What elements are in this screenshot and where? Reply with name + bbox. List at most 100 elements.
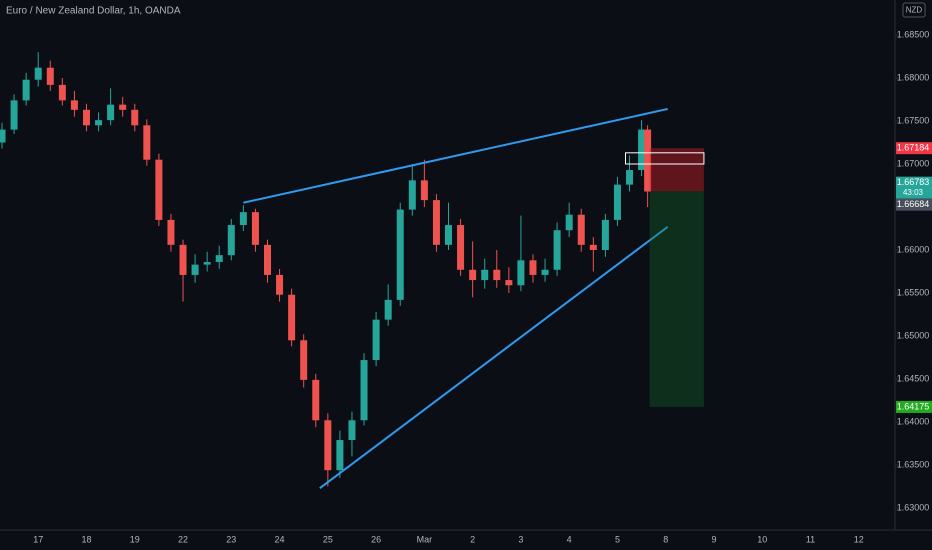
candle-body <box>553 230 561 270</box>
y-tick-label: 1.68000 <box>897 72 930 82</box>
x-tick-label: 17 <box>33 534 43 544</box>
candle-body <box>348 420 356 441</box>
candle-body <box>565 214 573 231</box>
price-label-bg <box>896 142 932 155</box>
x-tick-label: 9 <box>711 534 716 544</box>
price-label-bg <box>896 400 932 413</box>
x-tick-label: 11 <box>806 534 815 544</box>
x-tick-label: 12 <box>854 534 864 544</box>
y-tick-label: 1.68500 <box>897 29 930 39</box>
price-label: 1.64175 <box>897 401 930 411</box>
candle-body <box>276 274 284 295</box>
price-label-bg <box>896 198 932 211</box>
candle-body <box>239 212 247 226</box>
x-tick-label: 2 <box>470 534 475 544</box>
x-tick-label: Mar <box>417 534 433 544</box>
zone-box <box>624 152 705 165</box>
candle-body <box>58 84 66 101</box>
candle-body <box>638 129 646 171</box>
candle-body <box>360 360 368 421</box>
y-tick-label: 1.65500 <box>897 287 930 297</box>
candle-body <box>191 264 199 275</box>
candle-body <box>408 180 416 210</box>
candle-body <box>22 79 30 101</box>
x-tick-label: 25 <box>323 534 333 544</box>
candle-body <box>300 340 308 380</box>
y-tick-label: 1.66000 <box>897 244 930 254</box>
candle-body <box>34 67 42 80</box>
candle-body <box>0 129 6 143</box>
position-target-zone <box>649 191 704 407</box>
trendline <box>243 107 668 204</box>
candle-body <box>131 109 139 126</box>
x-tick-label: 3 <box>518 534 523 544</box>
candle-body <box>155 159 163 220</box>
currency: NZD <box>906 6 923 15</box>
y-tick-label: 1.63000 <box>897 502 930 512</box>
candle-body <box>541 269 549 275</box>
candle-body <box>529 260 537 275</box>
x-tick-label: 22 <box>178 534 188 544</box>
price-label: 1.66684 <box>897 199 930 209</box>
candle-body <box>481 269 489 281</box>
candle-body <box>517 260 525 286</box>
candle-body <box>601 219 609 250</box>
chart-title: Euro / New Zealand Dollar, 1h, OANDA <box>6 6 181 17</box>
x-tick-label: 19 <box>130 534 140 544</box>
candle-body <box>95 120 103 126</box>
candle-body <box>432 200 440 245</box>
candle-body <box>613 184 621 220</box>
candle-body <box>505 280 513 286</box>
candle-body <box>227 225 235 256</box>
candle-body <box>167 219 175 245</box>
candle-body <box>324 420 332 471</box>
candle-body <box>445 225 453 245</box>
position-stop-zone <box>649 148 704 192</box>
y-tick-label: 1.63500 <box>897 459 930 469</box>
x-tick-label: 8 <box>663 534 668 544</box>
candle-body <box>589 244 597 250</box>
candle-body <box>372 319 380 361</box>
y-tick-label: 1.64500 <box>897 373 930 383</box>
x-tick-label: 24 <box>275 534 285 544</box>
trendline <box>319 225 669 490</box>
x-tick-label: 4 <box>567 534 572 544</box>
candle-body <box>493 269 501 281</box>
candle-body <box>577 214 585 245</box>
candle-body <box>420 180 428 201</box>
candle-body <box>263 244 271 275</box>
y-tick-label: 1.67500 <box>897 115 930 125</box>
candle-body <box>107 104 115 121</box>
candle-body <box>457 225 465 270</box>
candle-body <box>396 209 404 300</box>
candle-body <box>215 255 223 263</box>
x-tick-label: 10 <box>757 534 767 544</box>
candle-body <box>70 100 78 110</box>
candle-body <box>312 379 320 421</box>
candle-body <box>644 129 652 192</box>
candle-body <box>626 170 634 185</box>
candle-body <box>10 100 18 130</box>
candle-body <box>384 299 392 320</box>
candle-body <box>203 262 211 265</box>
y-tick-label: 1.65000 <box>897 330 930 340</box>
x-tick-label: 5 <box>615 534 620 544</box>
price-label: 1.66783 <box>897 177 930 187</box>
y-tick-label: 1.64000 <box>897 416 930 426</box>
price-countdown: 43:03 <box>903 188 924 197</box>
candle-body <box>143 125 151 160</box>
candle-body <box>46 67 54 85</box>
candle-body <box>179 244 187 275</box>
candle-body <box>119 104 127 110</box>
price-label: 1.67184 <box>897 143 930 153</box>
candle-body <box>469 269 477 281</box>
currency-box <box>902 2 926 18</box>
candle-body <box>82 109 90 126</box>
candle-body <box>288 294 296 341</box>
x-tick-label: 23 <box>226 534 236 544</box>
x-tick-label: 26 <box>371 534 381 544</box>
y-tick-label: 1.67000 <box>897 158 930 168</box>
price-label-bg <box>896 176 932 199</box>
